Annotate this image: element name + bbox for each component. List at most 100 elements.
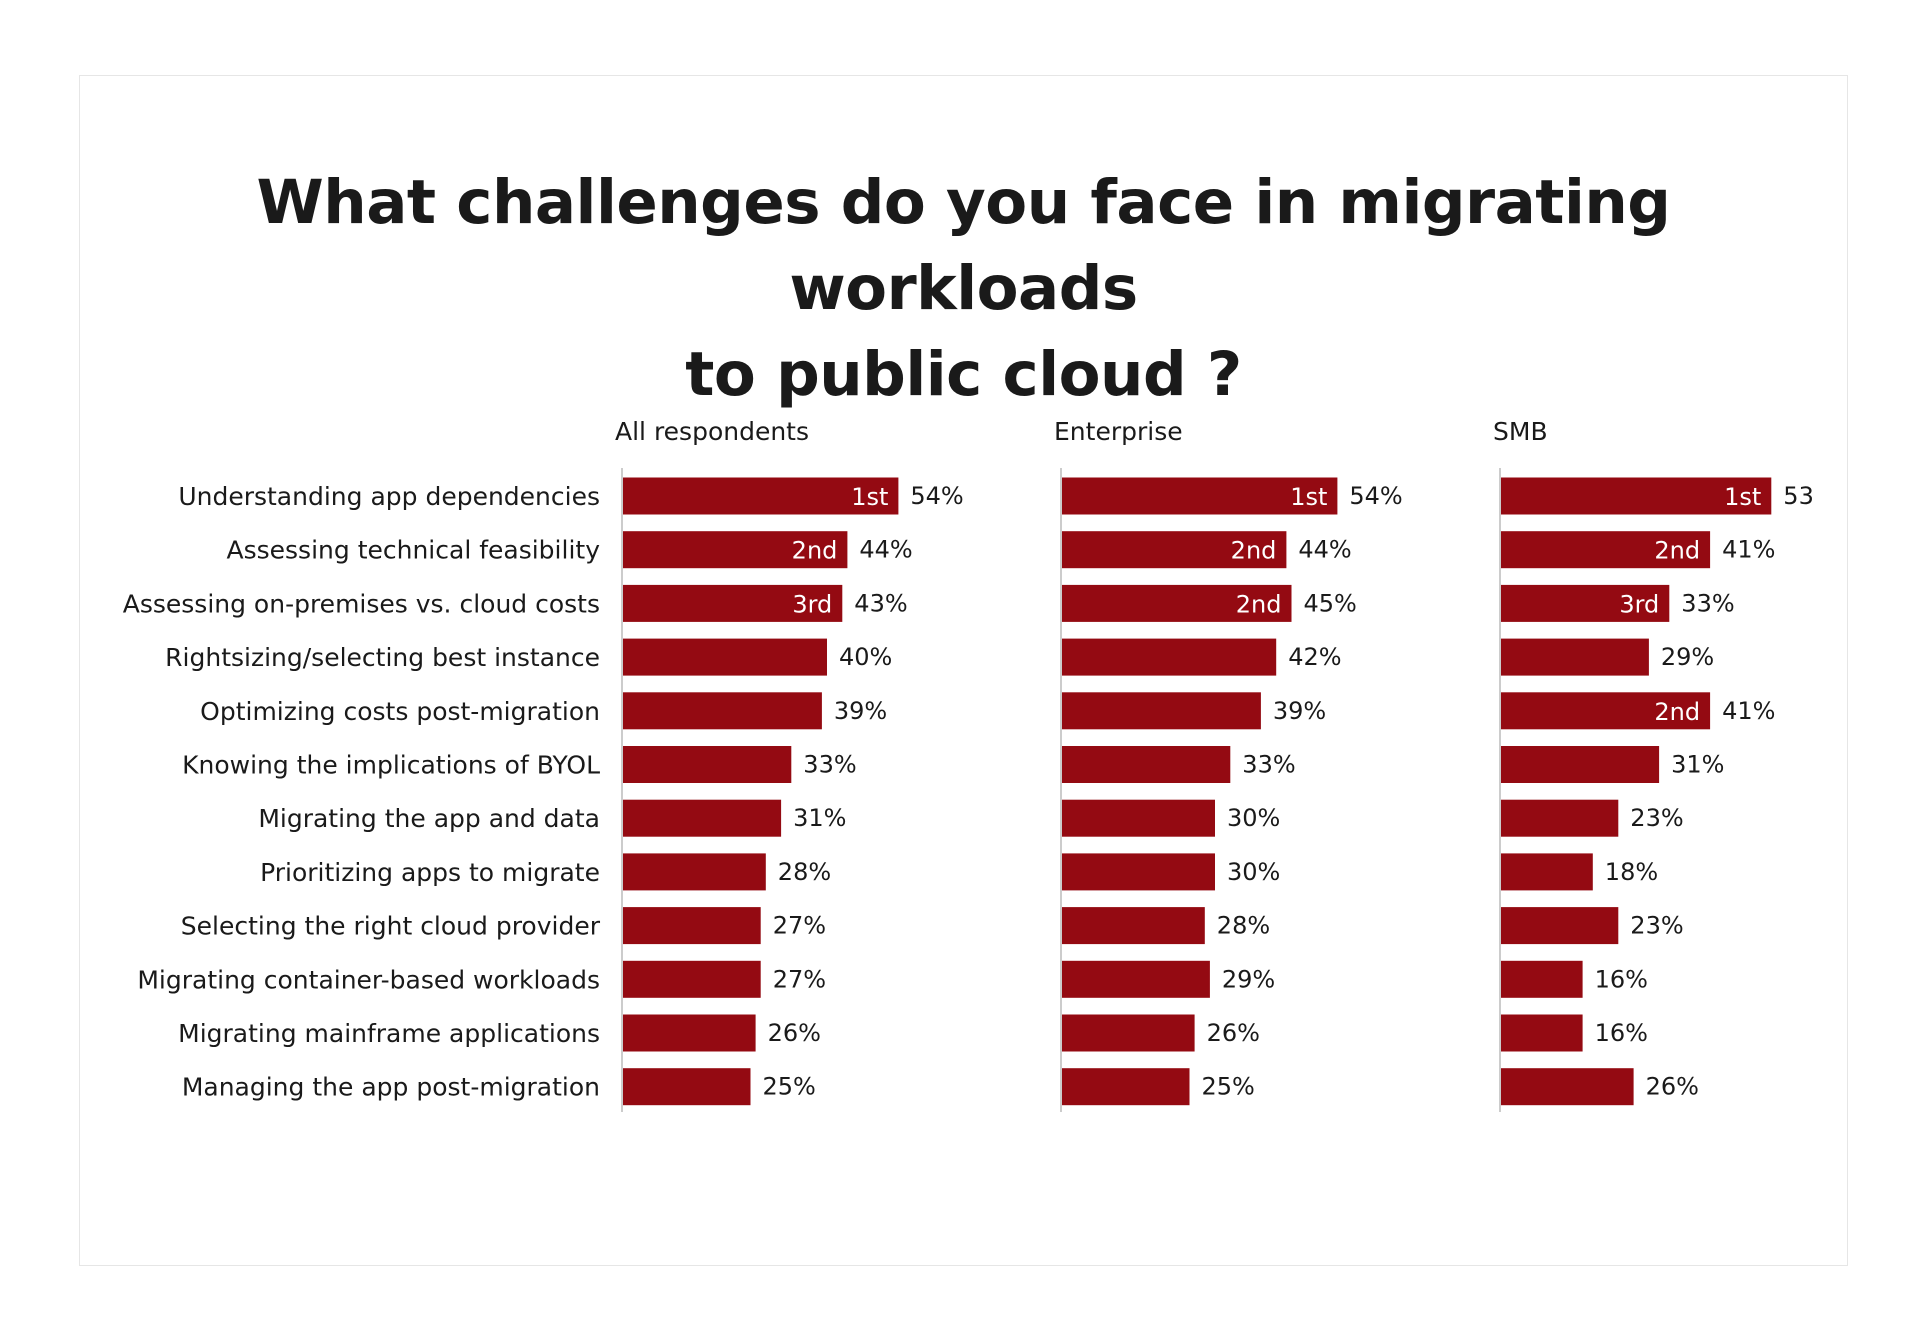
- category-label: Understanding app dependencies: [178, 482, 600, 511]
- rank-label: 1st: [1724, 483, 1761, 511]
- bar: [1062, 638, 1277, 676]
- chart-title-line-1: What challenges do you face in migrating…: [256, 167, 1671, 324]
- chart-title-line-2: to public cloud ?: [685, 339, 1242, 410]
- bar: [623, 799, 782, 837]
- bar: [623, 1068, 751, 1106]
- bar: [1501, 853, 1593, 891]
- value-label: 27%: [773, 965, 826, 993]
- value-label: 42%: [1288, 643, 1341, 671]
- bar: [623, 477, 899, 515]
- value-label: 25%: [763, 1073, 816, 1101]
- bar: [623, 531, 848, 569]
- chart-title: What challenges do you face in migrating…: [79, 160, 1848, 418]
- bar: [1062, 746, 1231, 783]
- bar: [623, 638, 827, 676]
- category-label: Prioritizing apps to migrate: [260, 858, 600, 887]
- value-label: 44%: [1298, 536, 1351, 564]
- bar: [1062, 531, 1287, 569]
- bar: [623, 746, 792, 783]
- bar: [1062, 907, 1205, 945]
- value-label: 16%: [1595, 965, 1648, 993]
- rank-label: 2nd: [1236, 590, 1282, 618]
- bar: [1062, 692, 1261, 730]
- value-label: 30%: [1227, 858, 1280, 886]
- bar: [623, 584, 843, 622]
- bar: [623, 692, 822, 730]
- value-label: 26%: [1207, 1019, 1260, 1047]
- value-label: 33%: [1242, 751, 1295, 779]
- value-label: 39%: [834, 697, 887, 725]
- value-label: 53: [1783, 482, 1814, 510]
- panel-header: Enterprise: [1054, 417, 1183, 446]
- panel-header: All respondents: [615, 417, 809, 446]
- value-label: 28%: [1217, 912, 1270, 940]
- bar: [1501, 692, 1711, 730]
- category-label: Migrating container-based workloads: [137, 965, 600, 994]
- value-label: 41%: [1722, 536, 1775, 564]
- value-label: 39%: [1273, 697, 1326, 725]
- value-label: 25%: [1202, 1073, 1255, 1101]
- category-label: Knowing the implications of BYOL: [182, 751, 600, 780]
- value-label: 27%: [773, 912, 826, 940]
- rank-label: 1st: [1290, 483, 1327, 511]
- category-label: Optimizing costs post-migration: [200, 697, 600, 726]
- category-label: Assessing technical feasibility: [227, 536, 601, 565]
- bar: [1501, 531, 1711, 569]
- value-label: 54%: [1349, 482, 1402, 510]
- rank-label: 3rd: [1619, 590, 1659, 618]
- category-label: Selecting the right cloud provider: [181, 912, 601, 941]
- value-label: 23%: [1630, 912, 1683, 940]
- value-label: 54%: [910, 482, 963, 510]
- bar: [1062, 853, 1215, 891]
- rank-label: 1st: [851, 483, 888, 511]
- value-label: 31%: [1671, 751, 1724, 779]
- bar: [1062, 477, 1338, 515]
- value-label: 26%: [768, 1019, 821, 1047]
- bar: [623, 853, 766, 891]
- bar: [1062, 1014, 1195, 1052]
- bar: [623, 960, 761, 998]
- bar: [1062, 960, 1210, 998]
- value-label: 41%: [1722, 697, 1775, 725]
- value-label: 23%: [1630, 804, 1683, 832]
- value-label: 30%: [1227, 804, 1280, 832]
- value-label: 26%: [1646, 1073, 1699, 1101]
- value-label: 29%: [1222, 965, 1275, 993]
- value-label: 29%: [1661, 643, 1714, 671]
- bar: [1501, 1068, 1634, 1106]
- bar: [1501, 477, 1772, 515]
- bar: [1501, 746, 1660, 783]
- rank-label: 2nd: [792, 537, 838, 565]
- value-label: 28%: [778, 858, 831, 886]
- bar: [623, 907, 761, 945]
- bar: [1501, 907, 1619, 945]
- rank-label: 2nd: [1231, 537, 1277, 565]
- bar: [1501, 799, 1619, 837]
- bar: [1501, 1014, 1583, 1052]
- panel-header: SMB: [1493, 417, 1548, 446]
- value-label: 44%: [859, 536, 912, 564]
- value-label: 43%: [854, 589, 907, 617]
- category-label: Migrating the app and data: [258, 804, 600, 833]
- value-label: 33%: [803, 751, 856, 779]
- bar: [1062, 799, 1215, 837]
- value-label: 16%: [1595, 1019, 1648, 1047]
- bar: [1062, 584, 1292, 622]
- category-label: Managing the app post-migration: [182, 1073, 600, 1102]
- bar: [1062, 1068, 1190, 1106]
- bar: [1501, 960, 1583, 998]
- value-label: 31%: [793, 804, 846, 832]
- value-label: 33%: [1681, 589, 1734, 617]
- rank-label: 3rd: [792, 590, 832, 618]
- value-label: 45%: [1304, 589, 1357, 617]
- rank-label: 2nd: [1654, 537, 1700, 565]
- value-label: 40%: [839, 643, 892, 671]
- category-label: Assessing on-premises vs. cloud costs: [123, 589, 600, 618]
- bar: [1501, 584, 1670, 622]
- bar: [623, 1014, 756, 1052]
- value-label: 18%: [1605, 858, 1658, 886]
- bar: [1501, 638, 1649, 676]
- rank-label: 2nd: [1654, 698, 1700, 726]
- category-label: Rightsizing/selecting best instance: [165, 643, 600, 672]
